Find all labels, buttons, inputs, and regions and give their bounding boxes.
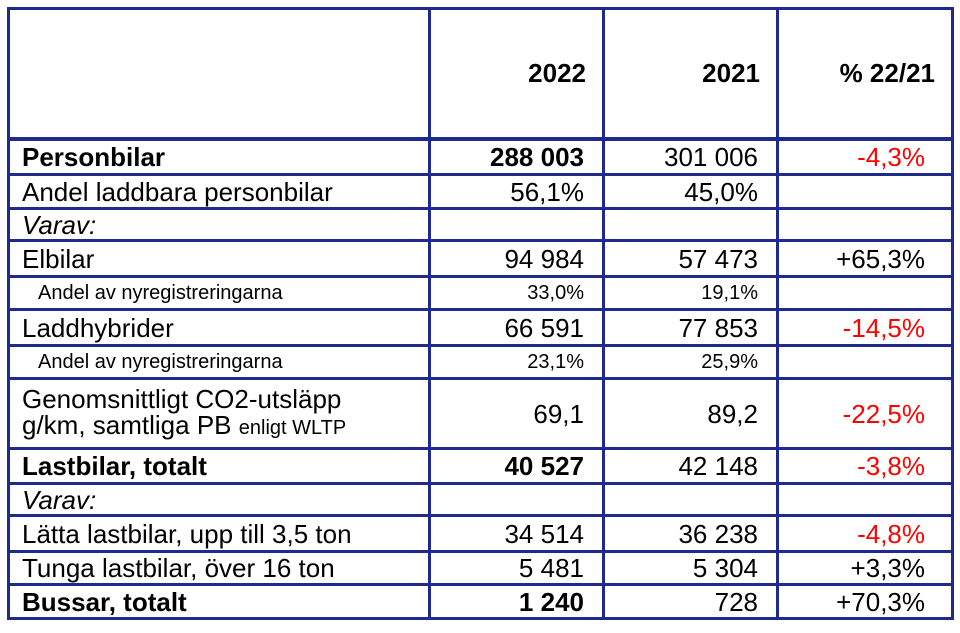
change-value	[776, 207, 954, 242]
value-2021	[602, 207, 779, 242]
header-change: % 22/21	[776, 7, 954, 141]
row-label: Lätta lastbilar, upp till 3,5 ton	[7, 514, 431, 553]
change-value: -14,5%	[776, 308, 954, 347]
table-row: Elbilar 94 984 57 473 +65,3%	[7, 239, 954, 278]
table-row: Lätta lastbilar, upp till 3,5 ton 34 514…	[7, 514, 954, 553]
value-2021: 42 148	[602, 447, 779, 485]
table-row: Laddhybrider 66 591 77 853 -14,5%	[7, 308, 954, 347]
row-label: Genomsnittligt CO2-utsläpp g/km, samtlig…	[7, 377, 431, 450]
table-row: Personbilar 288 003 301 006 -4,3%	[7, 137, 954, 176]
table-row: Andel laddbara personbilar 56,1% 45,0%	[7, 173, 954, 210]
row-label-line-2-suffix: enligt WLTP	[238, 417, 347, 439]
value-2021: 45,0%	[602, 173, 779, 210]
change-value: -3,8%	[776, 447, 954, 485]
value-2022: 40 527	[428, 447, 605, 485]
value-2022: 288 003	[428, 137, 605, 176]
row-label: Tunga lastbilar, över 16 ton	[7, 550, 431, 586]
table-row: Lastbilar, totalt 40 527 42 148 -3,8%	[7, 447, 954, 485]
value-2021: 77 853	[602, 308, 779, 347]
row-label: Andel av nyregistreringarna	[7, 344, 431, 380]
value-2021: 89,2	[602, 377, 779, 450]
value-2022	[428, 207, 605, 242]
row-label: Personbilar	[7, 137, 431, 176]
change-value: -22,5%	[776, 377, 954, 450]
row-label: Varav:	[7, 482, 431, 517]
value-2021: 301 006	[602, 137, 779, 176]
value-2022: 34 514	[428, 514, 605, 553]
change-value	[776, 482, 954, 517]
table-row: Andel av nyregistreringarna 23,1% 25,9%	[7, 344, 954, 380]
table-row: Bussar, totalt 1 240 728 +70,3%	[7, 583, 954, 620]
value-2022	[428, 482, 605, 517]
value-2022: 56,1%	[428, 173, 605, 210]
value-2022: 69,1	[428, 377, 605, 450]
row-label-line-2: g/km, samtliga PB enligt WLTP	[22, 412, 418, 441]
table-row: Genomsnittligt CO2-utsläpp g/km, samtlig…	[7, 377, 954, 450]
value-2021: 25,9%	[602, 344, 779, 380]
change-value: +3,3%	[776, 550, 954, 586]
change-value	[776, 275, 954, 311]
row-label: Andel av nyregistreringarna	[7, 275, 431, 311]
value-2021: 36 238	[602, 514, 779, 553]
value-2022: 66 591	[428, 308, 605, 347]
value-2022: 1 240	[428, 583, 605, 620]
value-2021: 19,1%	[602, 275, 779, 311]
row-label-line-2-main: g/km, samtliga PB	[22, 410, 232, 440]
value-2021: 728	[602, 583, 779, 620]
header-label-cell	[7, 7, 431, 141]
value-2022: 94 984	[428, 239, 605, 278]
value-2022: 33,0%	[428, 275, 605, 311]
table-row: Andel av nyregistreringarna 33,0% 19,1%	[7, 275, 954, 311]
registration-statistics-table: 2022 2021 % 22/21 Personbilar 288 003 30…	[7, 7, 954, 620]
row-label: Bussar, totalt	[7, 583, 431, 620]
change-value	[776, 173, 954, 210]
header-row: 2022 2021 % 22/21	[7, 7, 954, 141]
change-value: +65,3%	[776, 239, 954, 278]
table-row: Tunga lastbilar, över 16 ton 5 481 5 304…	[7, 550, 954, 586]
header-2021: 2021	[602, 7, 779, 141]
value-2022: 5 481	[428, 550, 605, 586]
table-row: Varav:	[7, 207, 954, 242]
value-2021	[602, 482, 779, 517]
row-label: Laddhybrider	[7, 308, 431, 347]
value-2021: 5 304	[602, 550, 779, 586]
row-label: Andel laddbara personbilar	[7, 173, 431, 210]
change-value: -4,3%	[776, 137, 954, 176]
row-label: Lastbilar, totalt	[7, 447, 431, 485]
change-value	[776, 344, 954, 380]
row-label: Varav:	[7, 207, 431, 242]
change-value: +70,3%	[776, 583, 954, 620]
value-2021: 57 473	[602, 239, 779, 278]
table-row: Varav:	[7, 482, 954, 517]
header-2022: 2022	[428, 7, 605, 141]
change-value: -4,8%	[776, 514, 954, 553]
row-label: Elbilar	[7, 239, 431, 278]
row-label-line-1: Genomsnittligt CO2-utsläpp	[22, 384, 342, 414]
value-2022: 23,1%	[428, 344, 605, 380]
